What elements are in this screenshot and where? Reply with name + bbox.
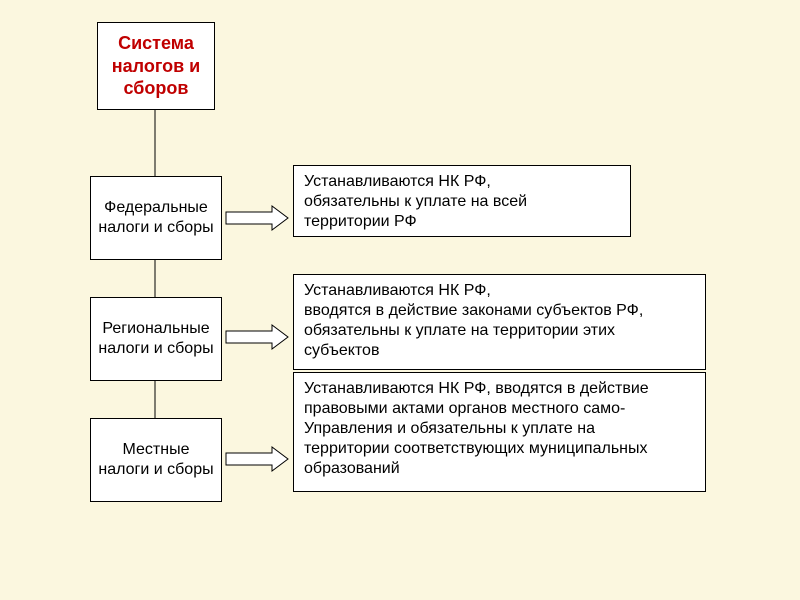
regional-label: Региональные налоги и сборы	[97, 319, 215, 359]
desc-local-box: Устанавливаются НК РФ, вводятся в действ…	[293, 372, 706, 492]
root-label: Система налогов и сборов	[104, 32, 208, 100]
desc-regional-text: Устанавливаются НК РФ,вводятся в действи…	[304, 281, 643, 361]
desc-regional-box: Устанавливаются НК РФ,вводятся в действи…	[293, 274, 706, 370]
regional-box: Региональные налоги и сборы	[90, 297, 222, 381]
desc-federal-text: Устанавливаются НК РФ,обязательны к упла…	[304, 172, 527, 232]
federal-label: Федеральные налоги и сборы	[97, 198, 215, 238]
local-box: Местные налоги и сборы	[90, 418, 222, 502]
diagram-canvas: Система налогов и сборов Федеральные нал…	[0, 0, 800, 600]
desc-local-text: Устанавливаются НК РФ, вводятся в действ…	[304, 379, 649, 479]
federal-box: Федеральные налоги и сборы	[90, 176, 222, 260]
root-box: Система налогов и сборов	[97, 22, 215, 110]
desc-federal-box: Устанавливаются НК РФ,обязательны к упла…	[293, 165, 631, 237]
local-label: Местные налоги и сборы	[97, 440, 215, 480]
